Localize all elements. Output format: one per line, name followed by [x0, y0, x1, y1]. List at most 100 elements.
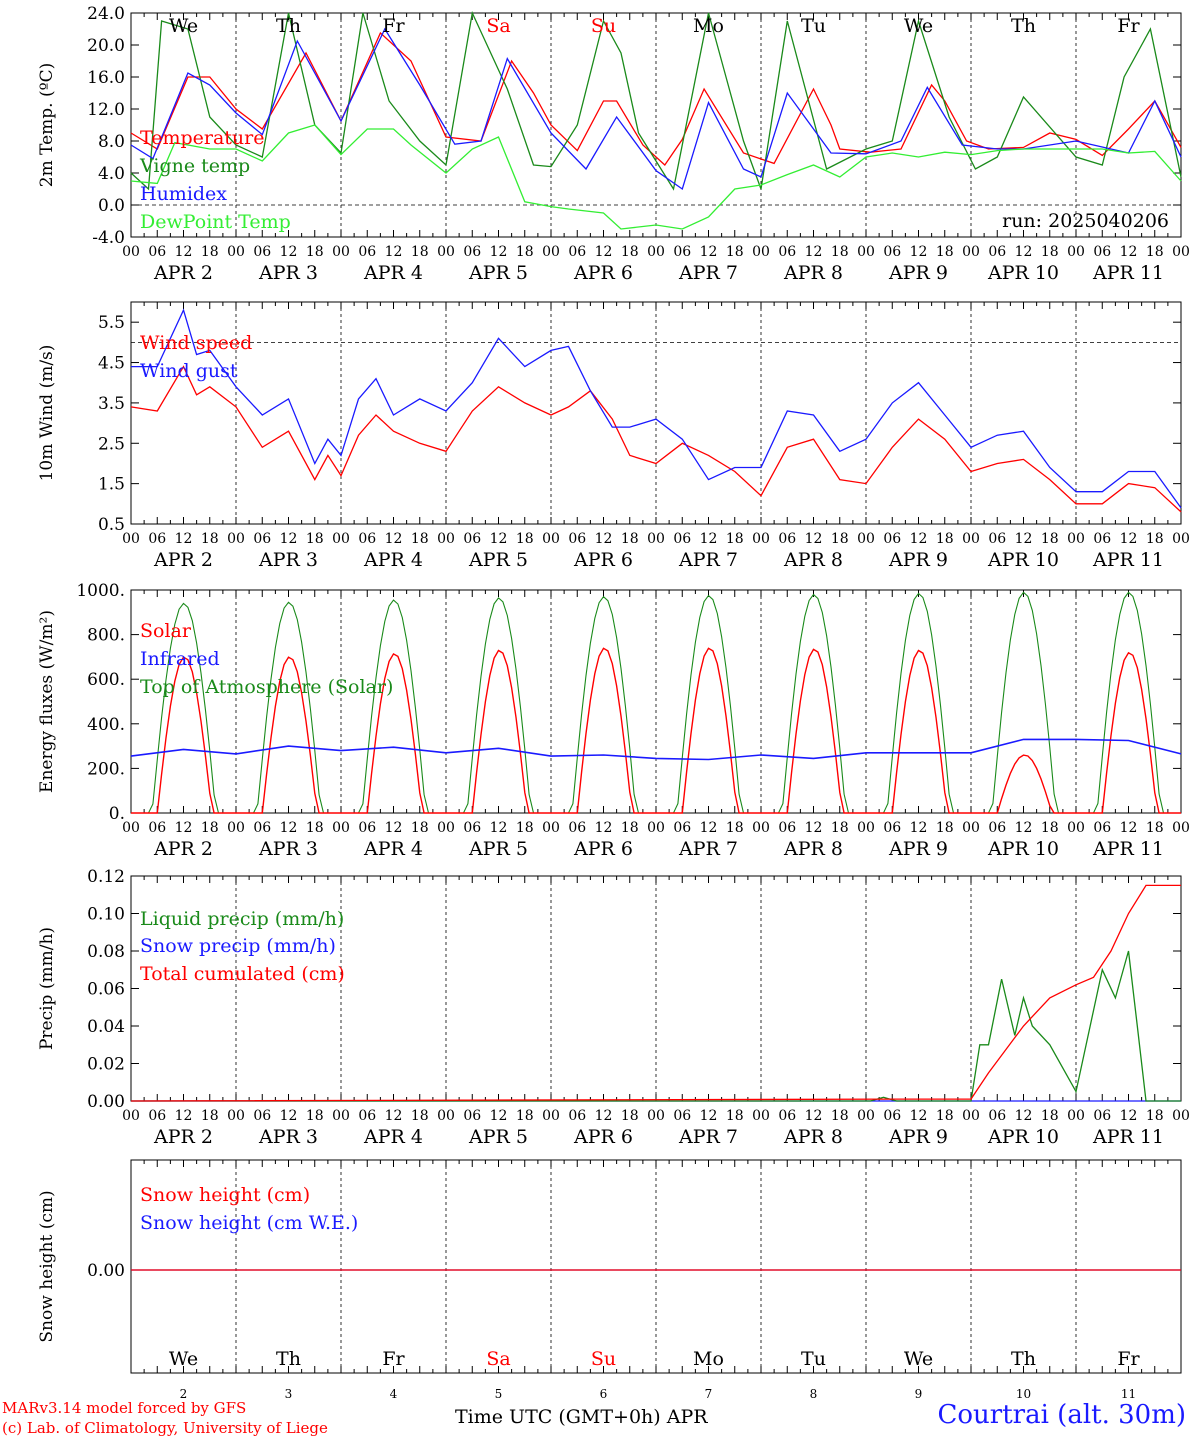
hour-tick-label: 06 — [778, 531, 796, 547]
hour-tick-label: 12 — [910, 244, 928, 260]
y-tick-label: 0.5 — [98, 515, 125, 535]
hour-tick-label: 12 — [280, 244, 298, 260]
hour-tick-label: 18 — [831, 531, 849, 547]
hour-tick-label: 18 — [516, 531, 534, 547]
hour-tick-label: 06 — [1093, 531, 1111, 547]
hour-tick-label: 00 — [1172, 531, 1190, 547]
day-name: Su — [591, 15, 616, 37]
hour-tick-label: 06 — [673, 1108, 691, 1124]
hour-tick-label: 06 — [568, 820, 586, 836]
y-tick-label: 1000. — [76, 581, 125, 601]
y-tick-label: 0.12 — [87, 867, 125, 887]
hour-tick-label: 00 — [1067, 1108, 1085, 1124]
hour-tick-label: 00 — [227, 1108, 245, 1124]
date-label: APR 5 — [468, 262, 528, 284]
day-name: Tu — [801, 15, 826, 37]
hour-tick-label: 00 — [122, 1108, 140, 1124]
day-number: 9 — [915, 1387, 923, 1401]
y-tick-label: 0.02 — [87, 1055, 125, 1075]
legend-snow-height-cm-w-e-: Snow height (cm W.E.) — [140, 1212, 358, 1234]
hour-tick-label: 00 — [647, 1108, 665, 1124]
hour-tick-label: 00 — [857, 531, 875, 547]
hour-tick-label: 12 — [490, 531, 508, 547]
day-name: Th — [1011, 15, 1036, 37]
date-label: APR 6 — [573, 262, 633, 284]
legend-temperature: Temperature — [140, 127, 264, 149]
y-tick-label: 600. — [87, 670, 125, 690]
series-top-of-atmosphere-solar — [131, 591, 1181, 814]
hour-tick-label: 12 — [1120, 531, 1138, 547]
date-label: APR 11 — [1092, 262, 1164, 284]
hour-tick-label: 00 — [227, 244, 245, 260]
date-label: APR 8 — [783, 838, 843, 860]
hour-tick-label: 18 — [726, 1108, 744, 1124]
day-name: We — [169, 15, 198, 37]
hour-tick-label: 06 — [463, 820, 481, 836]
series-liquid-precip-mm-h- — [131, 950, 1181, 1102]
hour-tick-label: 12 — [175, 244, 193, 260]
date-label: APR 4 — [363, 1126, 423, 1148]
date-label: APR 7 — [678, 549, 738, 571]
hour-tick-label: 06 — [988, 531, 1006, 547]
hour-tick-label: 00 — [857, 820, 875, 836]
hour-tick-label: 18 — [1146, 1108, 1164, 1124]
hour-tick-label: 00 — [542, 244, 560, 260]
date-label: APR 5 — [468, 838, 528, 860]
hour-tick-label: 12 — [280, 1108, 298, 1124]
hour-tick-label: 18 — [201, 820, 219, 836]
date-label: APR 5 — [468, 549, 528, 571]
hour-tick-label: 18 — [306, 531, 324, 547]
day-name: Sa — [486, 15, 510, 37]
hour-tick-label: 00 — [857, 1108, 875, 1124]
y-tick-label: 0.06 — [87, 980, 125, 1000]
hour-tick-label: 18 — [621, 1108, 639, 1124]
legend-dewpoint-temp: DewPoint Temp — [140, 211, 291, 233]
date-label: APR 11 — [1092, 1126, 1164, 1148]
hour-tick-label: 12 — [595, 820, 613, 836]
hour-tick-label: 12 — [700, 820, 718, 836]
hour-tick-label: 12 — [910, 1108, 928, 1124]
hour-tick-label: 00 — [1067, 531, 1085, 547]
hour-tick-label: 00 — [542, 820, 560, 836]
hour-tick-label: 12 — [595, 1108, 613, 1124]
hour-tick-label: 00 — [1172, 244, 1190, 260]
hour-tick-label: 12 — [805, 531, 823, 547]
hour-tick-label: 06 — [148, 531, 166, 547]
model-credit: MARv3.14 model forced by GFS — [2, 1399, 247, 1417]
day-name: We — [904, 15, 933, 37]
hour-tick-label: 18 — [201, 531, 219, 547]
hour-tick-label: 00 — [1172, 820, 1190, 836]
date-label: APR 2 — [153, 549, 213, 571]
legend-infrared: Infrared — [140, 648, 220, 670]
hour-tick-label: 12 — [490, 244, 508, 260]
date-label: APR 11 — [1092, 549, 1164, 571]
hour-tick-label: 00 — [857, 244, 875, 260]
y-tick-label: 3.5 — [98, 394, 125, 414]
hour-tick-label: 06 — [988, 244, 1006, 260]
hour-tick-label: 06 — [778, 244, 796, 260]
hour-tick-label: 00 — [962, 244, 980, 260]
date-label: APR 8 — [783, 549, 843, 571]
time-axis-title: Time UTC (GMT+0h) APR — [455, 1406, 708, 1428]
hour-tick-label: 00 — [332, 531, 350, 547]
series-wind-speed — [130, 365, 1182, 513]
day-name: Fr — [1117, 15, 1140, 37]
date-label: APR 3 — [258, 549, 318, 571]
hour-tick-label: 06 — [778, 1108, 796, 1124]
legend-top-of-atmosphere-solar-: Top of Atmosphere (Solar) — [140, 676, 393, 698]
date-label: APR 3 — [258, 838, 318, 860]
hour-tick-label: 00 — [647, 244, 665, 260]
hour-tick-label: 18 — [1146, 244, 1164, 260]
y-tick-label: 24.0 — [87, 4, 125, 24]
hour-tick-label: 06 — [358, 820, 376, 836]
hour-tick-label: 06 — [778, 820, 796, 836]
run-label: run: 2025040206 — [1002, 210, 1169, 232]
hour-tick-label: 06 — [358, 531, 376, 547]
legend-snow-height-cm-: Snow height (cm) — [140, 1184, 310, 1206]
y-tick-label: 1.5 — [98, 475, 125, 495]
hour-tick-label: 00 — [332, 820, 350, 836]
hour-tick-label: 00 — [122, 531, 140, 547]
hour-tick-label: 06 — [253, 1108, 271, 1124]
y-axis-label: Precip (mm/h) — [37, 927, 57, 1050]
hour-tick-label: 00 — [1172, 1108, 1190, 1124]
